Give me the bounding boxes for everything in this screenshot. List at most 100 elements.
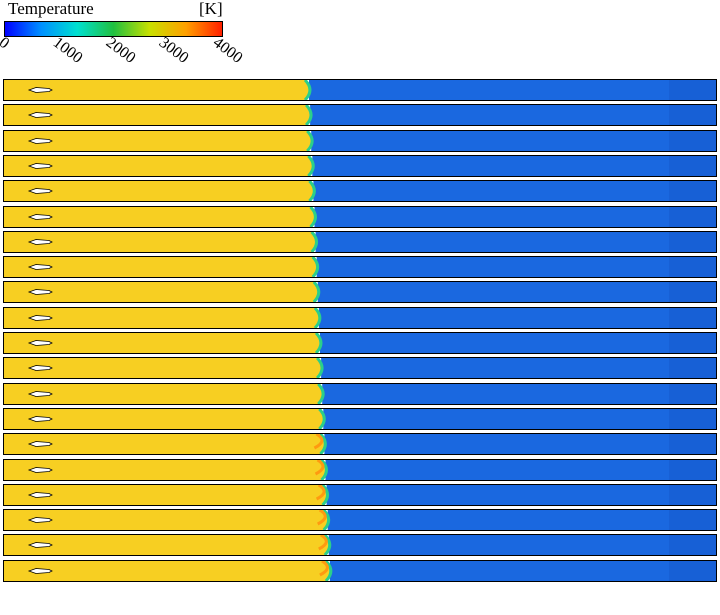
burned-region	[4, 383, 324, 404]
outlet-region	[669, 80, 716, 100]
temperature-panel-14	[3, 407, 717, 430]
tick-label-4000: 4000	[209, 34, 246, 67]
outlet-region	[669, 231, 716, 252]
outlet-region	[669, 383, 716, 404]
burned-region	[4, 510, 329, 531]
temperature-panel-13	[3, 382, 717, 405]
temperature-panel-6	[3, 205, 717, 228]
outlet-region	[669, 408, 716, 429]
outlet-region	[669, 434, 716, 455]
burned-region	[4, 282, 319, 303]
unburned-region	[309, 80, 716, 100]
temperature-panel-10	[3, 306, 717, 329]
flame-front	[319, 434, 327, 455]
unburned-region	[312, 155, 716, 176]
burned-region	[4, 206, 316, 227]
inlet-marker	[27, 491, 53, 498]
flame-front	[303, 80, 312, 100]
burned-region	[4, 459, 327, 480]
unburned-region	[322, 383, 716, 404]
unburned-region	[313, 181, 716, 202]
outlet-region	[669, 105, 716, 126]
outlet-region	[669, 307, 716, 328]
unburned-region	[317, 282, 716, 303]
temperature-panel-5	[3, 180, 717, 203]
temperature-panel-17	[3, 483, 717, 506]
flame-front	[307, 155, 315, 176]
tick-label-1000: 1000	[49, 34, 86, 67]
hot-spot	[318, 535, 328, 551]
outlet-region	[669, 535, 716, 556]
outlet-region	[669, 333, 716, 353]
unburned-region	[311, 130, 716, 151]
inlet-marker	[27, 340, 53, 346]
flame-front	[312, 282, 321, 303]
temperature-panel-stack	[3, 79, 717, 613]
flame-front	[311, 257, 320, 278]
temperature-legend: Temperature [K] 0 1000 2000 3000 4000	[0, 0, 260, 78]
outlet-region	[669, 206, 716, 227]
inlet-marker	[27, 365, 53, 372]
flame-front	[318, 408, 326, 429]
legend-title: Temperature	[8, 0, 94, 18]
unburned-region	[318, 307, 716, 328]
burned-region	[4, 333, 321, 353]
inlet-marker	[27, 314, 53, 321]
burned-region	[4, 155, 314, 176]
hot-spot	[314, 459, 325, 475]
inlet-marker	[27, 162, 53, 169]
temperature-panel-9	[3, 281, 717, 304]
tick-label-2000: 2000	[102, 34, 139, 67]
burned-region	[4, 408, 325, 429]
outlet-region	[669, 459, 716, 480]
inlet-marker	[27, 517, 53, 523]
outlet-region	[669, 130, 716, 151]
flame-front	[309, 206, 317, 227]
flame-front	[321, 484, 330, 505]
flame-front	[310, 231, 319, 252]
legend-unit: [K]	[199, 0, 223, 18]
unburned-region	[320, 333, 716, 353]
outlet-region	[669, 155, 716, 176]
temperature-panel-15	[3, 433, 717, 456]
outlet-region	[669, 484, 716, 505]
hot-spot	[316, 510, 327, 526]
temperature-panel-16	[3, 458, 717, 481]
flame-front	[304, 105, 313, 126]
unburned-region	[328, 535, 716, 556]
outlet-region	[669, 257, 716, 278]
hot-spot	[319, 560, 329, 577]
inlet-marker	[27, 415, 53, 422]
flame-front	[315, 358, 324, 379]
flame-front	[317, 383, 325, 404]
inlet-marker	[27, 466, 53, 473]
tick-label-0: 0	[0, 34, 13, 53]
temperature-panel-11	[3, 332, 717, 354]
burned-region	[4, 560, 331, 581]
flame-front	[308, 181, 316, 202]
burned-region	[4, 358, 323, 379]
burned-region	[4, 307, 320, 328]
unburned-region	[329, 560, 716, 581]
burned-region	[4, 484, 328, 505]
flame-front	[324, 560, 333, 581]
hot-spot	[315, 484, 326, 501]
unburned-region	[325, 459, 716, 480]
flame-front	[323, 535, 332, 556]
tick-label-3000: 3000	[155, 34, 192, 67]
burned-region	[4, 434, 326, 455]
unburned-region	[327, 510, 716, 531]
inlet-marker	[27, 542, 53, 549]
temperature-panel-4	[3, 154, 717, 177]
temperature-panel-1	[3, 79, 717, 101]
unburned-region	[326, 484, 716, 505]
temperature-panel-12	[3, 357, 717, 380]
inlet-marker	[27, 188, 53, 195]
unburned-region	[323, 408, 716, 429]
inlet-marker	[27, 137, 53, 144]
burned-region	[4, 130, 313, 151]
temperature-panel-3	[3, 129, 717, 152]
inlet-marker	[27, 390, 53, 397]
unburned-region	[315, 231, 716, 252]
inlet-marker	[27, 441, 53, 448]
